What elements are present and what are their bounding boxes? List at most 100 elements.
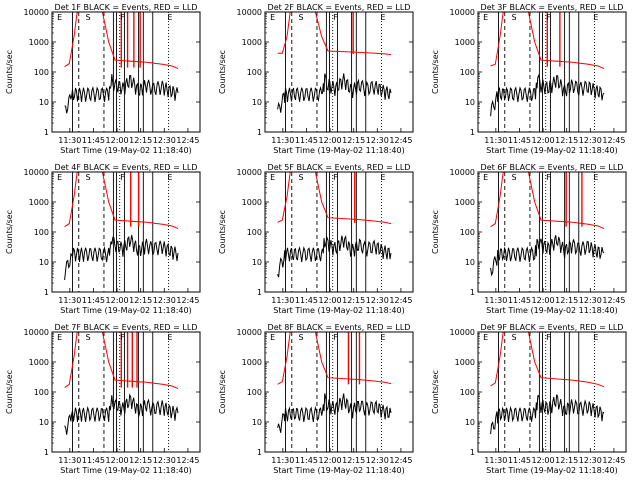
detector-panel: Det 4F BLACK = Events, RED = LLD 1 10 100 10… [0, 160, 213, 320]
x-tick-label: 12:00 [106, 456, 129, 465]
y-tick-label: 100 [460, 228, 475, 237]
y-tick-label: 10000 [24, 168, 49, 177]
chart-title: Det 5F BLACK = Events, RED = LLD [268, 163, 411, 172]
x-axis-label: Start Time (19-May-02 11:18:40) [60, 306, 191, 315]
interval-annotation: E [483, 13, 488, 22]
x-tick-label: 12:45 [176, 136, 199, 145]
y-tick-label: 1 [470, 288, 475, 297]
lightcurve-chart: Det 8F BLACK = Events, RED = LLD 1 10 100 10… [218, 323, 414, 475]
events-series-line [490, 235, 605, 277]
x-tick-label: 12:45 [389, 456, 412, 465]
y-tick-label: 10000 [237, 168, 262, 177]
y-tick-label: 1 [257, 288, 262, 297]
detector-panel: Det 3F BLACK = Events, RED = LLD 1 10 100 10… [426, 0, 639, 160]
x-tick-label: 11:45 [82, 456, 105, 465]
y-tick-label: 10 [252, 418, 262, 427]
interval-annotation: S [511, 173, 516, 182]
x-axis-label: Start Time (19-May-02 11:18:40) [486, 466, 617, 475]
x-tick-label: 12:00 [106, 296, 129, 305]
lightcurve-chart: Det 1F BLACK = Events, RED = LLD 1 10 100 10… [5, 3, 201, 155]
x-tick-label: 12:30 [366, 136, 389, 145]
y-tick-label: 1000 [29, 358, 49, 367]
chart-title: Det 1F BLACK = Events, RED = LLD [55, 3, 198, 12]
x-tick-label: 12:30 [366, 296, 389, 305]
y-axis-label: Counts/sec [5, 50, 14, 94]
y-tick-label: 1 [44, 288, 49, 297]
interval-annotation: E [57, 173, 62, 182]
x-tick-label: 11:30 [271, 136, 294, 145]
x-tick-label: 12:45 [176, 296, 199, 305]
x-tick-label: 12:15 [555, 296, 578, 305]
detector-panel: Det 2F BLACK = Events, RED = LLD 1 10 100 10… [213, 0, 426, 160]
y-tick-label: 10000 [450, 8, 475, 17]
y-tick-label: 10000 [237, 328, 262, 337]
x-tick-label: 11:30 [58, 456, 81, 465]
y-tick-label: 1 [257, 128, 262, 137]
x-axis-label: Start Time (19-May-02 11:18:40) [60, 466, 191, 475]
x-tick-label: 12:45 [602, 456, 625, 465]
plot-frame [264, 11, 414, 133]
chart-title: Det 3F BLACK = Events, RED = LLD [481, 3, 624, 12]
y-tick-label: 10 [465, 98, 475, 107]
y-tick-label: 100 [247, 388, 262, 397]
y-axis-label: Counts/sec [218, 370, 227, 414]
x-axis-label: Start Time (19-May-02 11:18:40) [273, 466, 404, 475]
x-tick-label: 11:30 [58, 136, 81, 145]
y-tick-label: 10 [39, 418, 49, 427]
y-tick-label: 1000 [455, 358, 475, 367]
x-tick-label: 12:15 [129, 296, 152, 305]
x-tick-label: 12:15 [342, 456, 365, 465]
y-tick-label: 100 [34, 228, 49, 237]
y-tick-label: 100 [34, 68, 49, 77]
x-tick-label: 11:30 [484, 296, 507, 305]
y-tick-label: 10 [39, 98, 49, 107]
events-series-line [64, 393, 179, 435]
events-series-line [64, 74, 179, 114]
chart-title: Det 4F BLACK = Events, RED = LLD [55, 163, 198, 172]
events-series-line [277, 234, 392, 278]
y-tick-label: 10 [465, 258, 475, 267]
interval-annotation: S [511, 333, 516, 342]
lightcurve-chart: Det 9F BLACK = Events, RED = LLD 1 10 100 10… [431, 323, 627, 475]
x-tick-label: 12:45 [389, 136, 412, 145]
interval-annotation: E [483, 173, 488, 182]
interval-annotation: E [57, 333, 62, 342]
x-tick-label: 12:15 [342, 296, 365, 305]
interval-annotation: E [270, 333, 275, 342]
y-tick-label: 1 [44, 128, 49, 137]
x-tick-label: 12:15 [555, 136, 578, 145]
y-tick-label: 1000 [29, 198, 49, 207]
interval-annotation: E [167, 173, 172, 182]
x-tick-label: 12:00 [532, 456, 555, 465]
y-tick-label: 1000 [242, 38, 262, 47]
y-tick-label: 10000 [450, 168, 475, 177]
events-series-line [277, 393, 392, 433]
plot-frame [51, 171, 201, 293]
y-axis-label: Counts/sec [431, 370, 440, 414]
lightcurve-chart: Det 3F BLACK = Events, RED = LLD 1 10 100 10… [431, 3, 627, 155]
interval-annotation: F [333, 333, 338, 342]
x-tick-label: 11:30 [271, 296, 294, 305]
x-tick-label: 12:15 [555, 456, 578, 465]
x-tick-label: 12:00 [106, 136, 129, 145]
x-tick-label: 11:30 [58, 296, 81, 305]
lightcurve-chart: Det 2F BLACK = Events, RED = LLD 1 10 100 10… [218, 3, 414, 155]
y-tick-label: 10 [252, 258, 262, 267]
x-tick-label: 12:45 [389, 296, 412, 305]
interval-annotation: S [298, 333, 303, 342]
interval-annotation: E [380, 173, 385, 182]
events-series-line [64, 234, 179, 280]
interval-annotation: F [120, 333, 125, 342]
x-tick-label: 11:45 [508, 136, 531, 145]
chart-title: Det 8F BLACK = Events, RED = LLD [268, 323, 411, 332]
x-tick-label: 12:30 [366, 456, 389, 465]
x-tick-label: 11:45 [508, 456, 531, 465]
y-axis-label: Counts/sec [218, 50, 227, 94]
x-tick-label: 11:45 [508, 296, 531, 305]
x-tick-label: 12:30 [579, 296, 602, 305]
x-axis-label: Start Time (19-May-02 11:18:40) [486, 306, 617, 315]
interval-annotation: E [380, 333, 385, 342]
interval-annotation: E [167, 13, 172, 22]
y-tick-label: 1 [470, 448, 475, 457]
y-tick-label: 10000 [24, 8, 49, 17]
